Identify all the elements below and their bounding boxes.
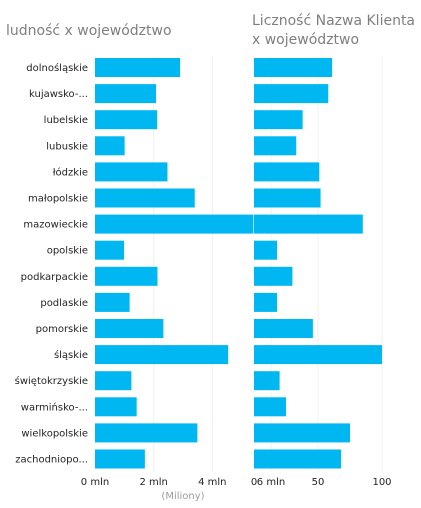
bar-1-1 (95, 84, 157, 104)
category-label-1: kujawsko-... (29, 89, 88, 100)
bar-2-9 (254, 292, 278, 312)
bar-1-12 (95, 371, 132, 391)
bar-1-3 (95, 136, 125, 156)
bar-2-6 (254, 214, 363, 234)
bar-1-13 (95, 397, 137, 417)
bar-2-2 (254, 110, 303, 130)
x-tick-label-1-0: 0 mln (81, 477, 109, 488)
x-tick-label-2-2: 100 (372, 477, 391, 488)
bar-1-8 (95, 266, 158, 286)
bar-1-0 (95, 58, 181, 77)
x-tick-label-1-1: 2 mln (139, 477, 167, 488)
bar-2-8 (254, 266, 293, 286)
bar-1-4 (95, 162, 168, 182)
category-label-6: mazowieckie (23, 220, 88, 231)
bar-2-0 (254, 58, 333, 77)
category-label-9: podlaskie (40, 298, 88, 309)
bar-1-11 (95, 345, 229, 365)
category-label-10: pomorskie (36, 324, 88, 335)
category-label-3: lubuskie (46, 141, 88, 152)
category-label-5: małopolskie (28, 194, 88, 205)
bar-2-13 (254, 397, 286, 417)
category-label-0: dolnośląskie (26, 62, 88, 74)
bar-2-12 (254, 371, 280, 391)
x-tick-label-1-2: 4 mln (198, 477, 226, 488)
chart-1-title: ludność x województwo (6, 23, 172, 39)
bar-1-2 (95, 110, 158, 130)
bar-1-9 (95, 292, 130, 312)
chart-2-title: Liczność Nazwa Klienta x województwo (252, 13, 416, 48)
x-tick-label-2-0: 0 (251, 477, 257, 488)
category-label-11: śląskie (54, 349, 88, 361)
category-label-7: opolskie (47, 246, 88, 257)
x-unit-label-1: (Miliony) (161, 491, 204, 502)
category-label-15: zachodniopo... (15, 455, 88, 466)
category-label-2: lubelskie (44, 115, 88, 126)
category-label-8: podkarpackie (21, 272, 88, 283)
category-label-14: wielkopolskie (21, 428, 88, 439)
bar-2-1 (254, 84, 329, 104)
bar-1-7 (95, 240, 125, 260)
bar-1-10 (95, 319, 164, 338)
bar-2-4 (254, 162, 320, 182)
bar-2-11 (254, 345, 382, 365)
bar-2-14 (254, 423, 350, 443)
bar-1-6 (95, 214, 254, 234)
bar-2-5 (254, 188, 321, 208)
bar-1-5 (95, 188, 195, 208)
bar-2-15 (254, 449, 342, 469)
bar-1-14 (95, 423, 198, 443)
x-tick-label-1-3: 6 mln (257, 477, 285, 488)
category-label-12: świętokrzyskie (15, 375, 88, 387)
bar-2-3 (254, 136, 297, 156)
category-label-4: łódzkie (53, 166, 88, 178)
x-tick-label-2-1: 50 (312, 477, 325, 488)
category-label-13: warmińsko-... (21, 401, 88, 413)
bar-2-10 (254, 319, 313, 338)
bar-2-7 (254, 240, 278, 260)
bar-1-15 (95, 449, 145, 469)
